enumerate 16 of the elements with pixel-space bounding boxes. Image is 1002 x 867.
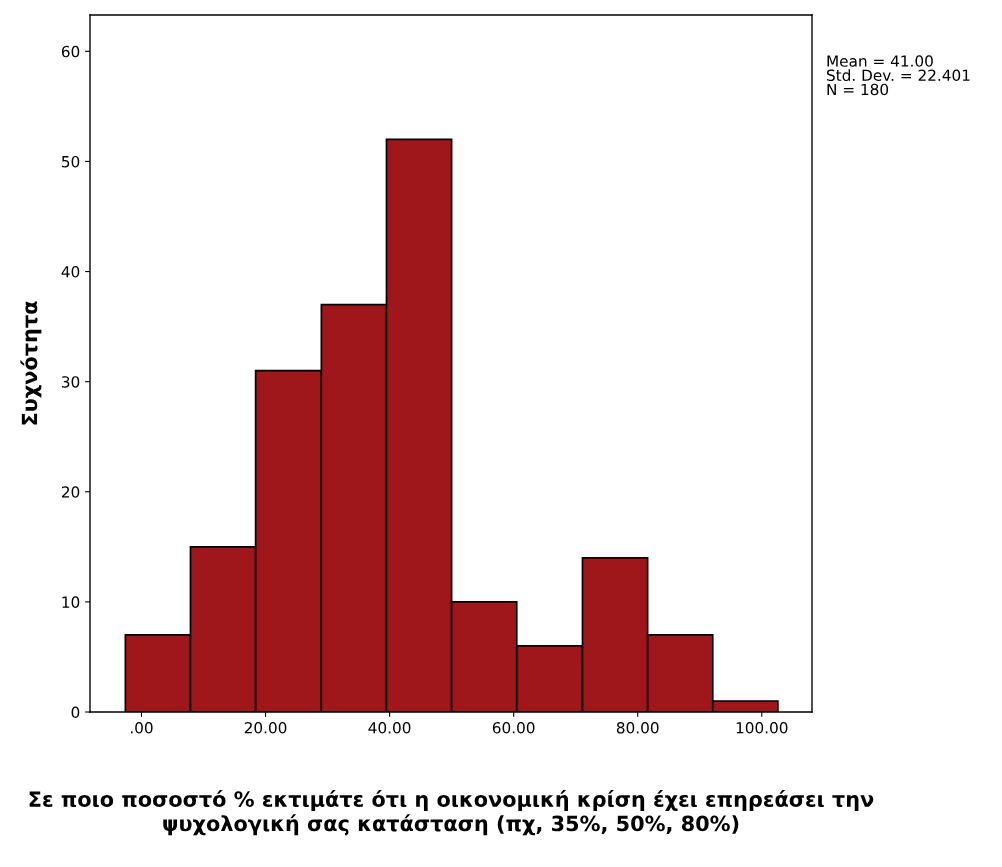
y-tick-label: 0	[71, 706, 80, 719]
x-axis-title: Σε ποιο ποσοστό % εκτιμάτε ότι η οικονομική κρίση έχει επηρεάσει την ψυχολογική σας κατάσταση (πχ, 35%, 50%, 80%)	[29, 790, 874, 836]
y-tick-label: 10	[62, 596, 80, 608]
x-tick-label: 100.00	[736, 721, 788, 734]
x-tick-label: 80.00	[616, 721, 659, 734]
y-tick-label: 60	[61, 45, 80, 58]
y-tick-label: 40	[61, 266, 80, 278]
text: Mean = 41.00 Std. Dev. = 22.401 N = 180	[827, 55, 970, 96]
x-tick-label: 60.00	[492, 721, 535, 734]
x-tick-label: .00	[130, 721, 153, 734]
y-tick-label: 50	[62, 155, 80, 168]
x-tick-label: 40.00	[368, 721, 411, 734]
y-axis-title: Συχνότητα	[20, 301, 42, 425]
y-tick-label: 30	[62, 376, 80, 388]
x-tick-label: 20.00	[244, 721, 287, 734]
y-tick-label: 20	[61, 486, 80, 498]
